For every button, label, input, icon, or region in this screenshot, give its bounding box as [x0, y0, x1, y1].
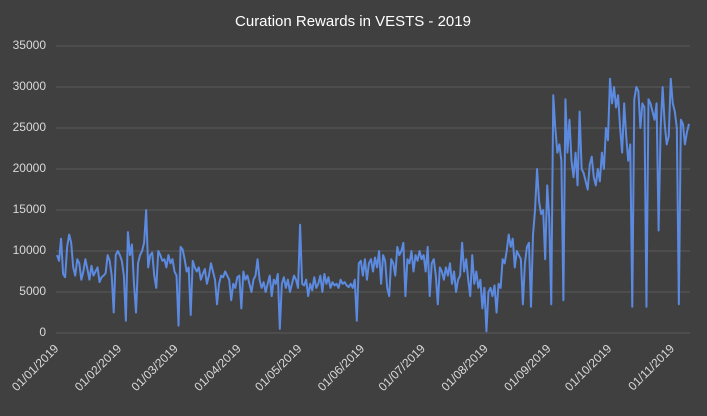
x-tick-label: 01/10/2019: [562, 341, 615, 394]
x-tick-label: 01/01/2019: [9, 341, 62, 394]
data-line: [56, 77, 690, 333]
y-tick-label: 15000: [13, 202, 47, 216]
x-tick-label: 01/11/2019: [625, 341, 677, 393]
y-tick-label: 0: [39, 325, 46, 339]
y-tick-label: 30000: [13, 79, 47, 93]
x-tick-label: 01/07/2019: [376, 341, 429, 394]
y-tick-label: 35000: [13, 38, 47, 52]
x-tick-label: 01/05/2019: [252, 341, 305, 394]
y-tick-label: 10000: [13, 243, 47, 257]
x-tick-label: 01/04/2019: [191, 341, 244, 394]
x-tick-label: 01/08/2019: [438, 341, 491, 394]
y-tick-label: 25000: [13, 120, 47, 134]
chart-title: Curation Rewards in VESTS - 2019: [235, 13, 471, 30]
x-tick-label: 01/03/2019: [129, 341, 182, 394]
y-tick-label: 5000: [19, 284, 46, 298]
x-tick-label: 01/02/2019: [72, 341, 125, 394]
y-tick-label: 20000: [13, 161, 47, 175]
x-tick-label: 01/09/2019: [501, 341, 554, 394]
x-tick-label: 01/06/2019: [315, 341, 368, 394]
